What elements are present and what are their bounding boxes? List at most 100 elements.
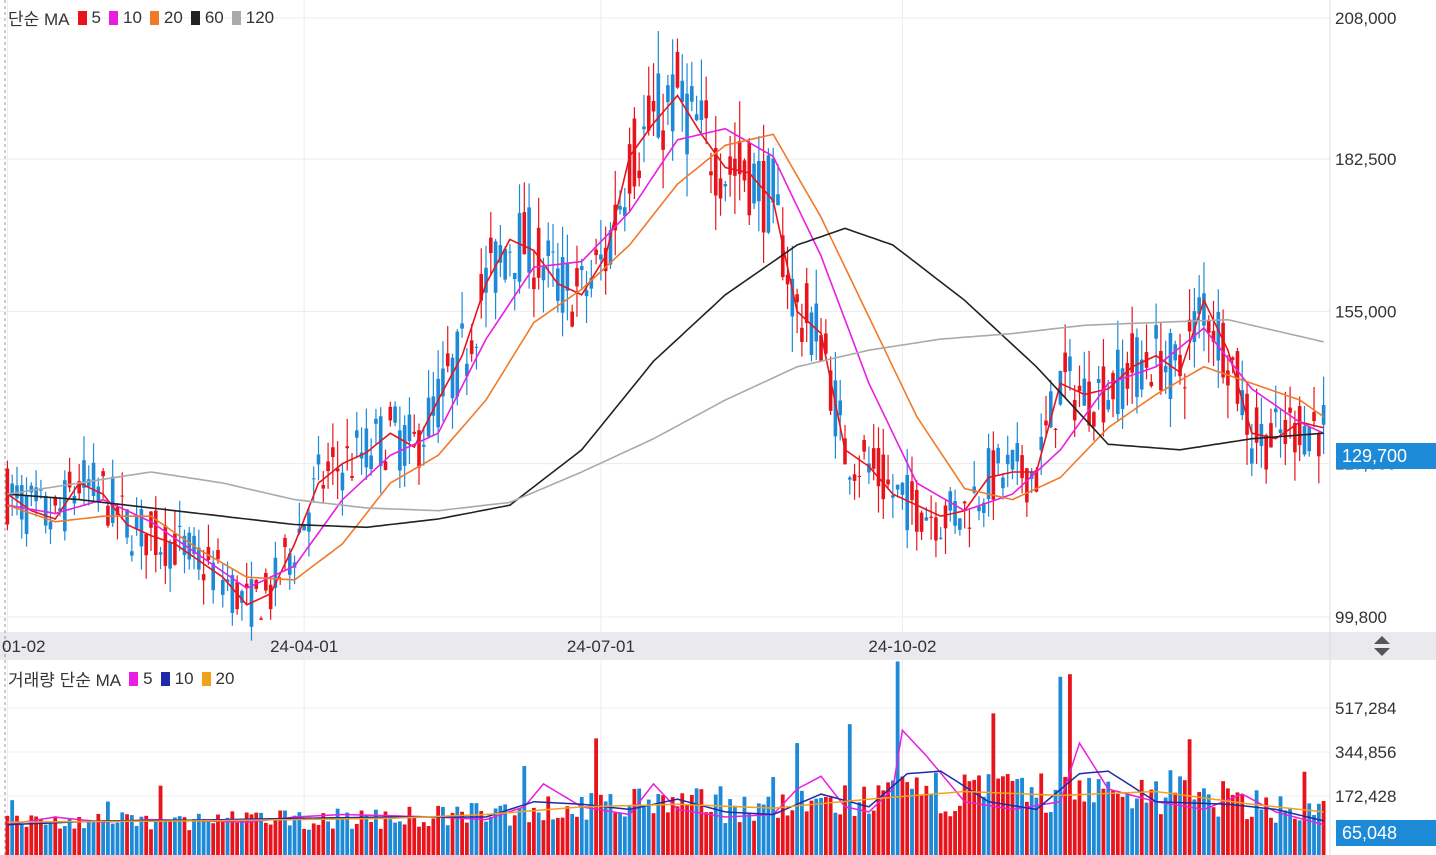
volume-bar bbox=[106, 801, 110, 855]
candle-body bbox=[1302, 426, 1307, 455]
volume-bar bbox=[905, 782, 910, 855]
volume-bar bbox=[675, 806, 680, 855]
candle-body bbox=[790, 278, 795, 317]
candle-body bbox=[704, 100, 708, 119]
candle-body bbox=[761, 160, 766, 233]
candle-body bbox=[804, 283, 809, 324]
last-volume-badge: 65,048 bbox=[1336, 820, 1436, 846]
volume-bar bbox=[991, 713, 996, 855]
volume-bar bbox=[1249, 816, 1254, 855]
candle-body bbox=[1250, 448, 1254, 464]
price-tick-label: 99,800 bbox=[1335, 608, 1387, 627]
candle-body bbox=[757, 161, 761, 202]
volume-bar bbox=[910, 788, 914, 855]
volume-bar bbox=[670, 797, 675, 855]
volume-bar bbox=[1120, 796, 1125, 855]
candle-body bbox=[718, 178, 723, 199]
candle-body bbox=[273, 557, 278, 588]
volume-bar bbox=[1068, 674, 1072, 855]
volume-bar bbox=[536, 812, 541, 855]
x-tick-label: 24-07-01 bbox=[567, 637, 635, 656]
volume-bar bbox=[350, 828, 354, 855]
volume-bar bbox=[24, 826, 29, 855]
candle-body bbox=[771, 158, 775, 203]
candle-body bbox=[895, 484, 900, 490]
volume-bar bbox=[665, 812, 670, 855]
volume-bar bbox=[412, 816, 417, 855]
volume-bar bbox=[795, 743, 800, 855]
volume-bar bbox=[484, 821, 488, 855]
candle-body bbox=[364, 428, 369, 468]
volume-bar bbox=[857, 802, 862, 855]
ma120-legend-label: 120 bbox=[245, 7, 275, 27]
volume-bar bbox=[934, 772, 938, 855]
candle-body bbox=[991, 450, 996, 500]
volume-bar bbox=[177, 816, 182, 855]
candle-body bbox=[579, 266, 584, 271]
volume-bar bbox=[268, 824, 273, 855]
candle-body bbox=[1278, 429, 1283, 434]
volume-bar bbox=[579, 796, 584, 855]
candle-body bbox=[1197, 297, 1201, 315]
volume-bar bbox=[1206, 794, 1211, 855]
candle-body bbox=[407, 414, 412, 442]
candle-body bbox=[1053, 428, 1058, 431]
volume-bar bbox=[986, 774, 991, 855]
volume-bar bbox=[589, 793, 594, 855]
volume-bar bbox=[240, 819, 244, 855]
volume-bar bbox=[962, 774, 967, 855]
volume-bar bbox=[1264, 797, 1269, 855]
price-ma-legend-label: 단순 MA bbox=[8, 10, 70, 29]
volume-bar bbox=[369, 821, 374, 855]
candle-body bbox=[670, 74, 675, 132]
candle-body bbox=[431, 396, 436, 416]
candle-body bbox=[814, 303, 819, 342]
volume-bar bbox=[263, 822, 268, 855]
candle-body bbox=[871, 448, 876, 469]
vol-ma20-swatch bbox=[201, 671, 211, 686]
candle-body bbox=[618, 205, 622, 210]
volume-bar bbox=[129, 815, 134, 855]
candle-body bbox=[484, 267, 488, 293]
candle-body bbox=[881, 454, 886, 500]
volume-bar bbox=[493, 808, 498, 855]
ma20-legend-label: 20 bbox=[163, 7, 183, 27]
candle-body bbox=[1317, 433, 1321, 457]
candle-body bbox=[632, 118, 637, 187]
candle-body bbox=[1226, 370, 1230, 386]
volume-bar bbox=[594, 738, 598, 855]
candle-body bbox=[838, 400, 842, 416]
volume-bar bbox=[1111, 790, 1115, 855]
candle-body bbox=[48, 521, 53, 530]
volume-bar bbox=[800, 790, 804, 855]
candle-body bbox=[608, 230, 613, 265]
volume-bar bbox=[19, 823, 24, 855]
volume-bar bbox=[153, 819, 158, 855]
price-tick-label: 155,000 bbox=[1335, 302, 1396, 321]
candle-body bbox=[192, 535, 196, 554]
volume-bar bbox=[1039, 773, 1044, 855]
ma120-line bbox=[7, 318, 1324, 512]
volume-bar bbox=[1235, 792, 1240, 855]
volume-bar bbox=[464, 822, 469, 855]
candle-body bbox=[737, 140, 742, 175]
candle-body bbox=[82, 460, 86, 488]
candle-body bbox=[584, 290, 589, 297]
candle-body bbox=[417, 430, 421, 468]
volume-bar bbox=[82, 828, 86, 855]
candle-body bbox=[240, 591, 244, 603]
candle-body bbox=[646, 95, 651, 131]
x-tick-label: 24-10-02 bbox=[868, 637, 936, 656]
volume-bar bbox=[1053, 789, 1058, 855]
candle-body bbox=[1015, 443, 1020, 462]
candle-body bbox=[728, 156, 732, 175]
volume-bar bbox=[656, 793, 661, 855]
candle-body bbox=[651, 100, 656, 112]
candle-body bbox=[833, 380, 838, 437]
candle-body bbox=[374, 418, 378, 424]
volume-bar bbox=[661, 795, 666, 855]
candle-body bbox=[259, 618, 263, 620]
candle-body bbox=[34, 487, 38, 502]
panel-resize-icon[interactable] bbox=[1372, 634, 1392, 658]
